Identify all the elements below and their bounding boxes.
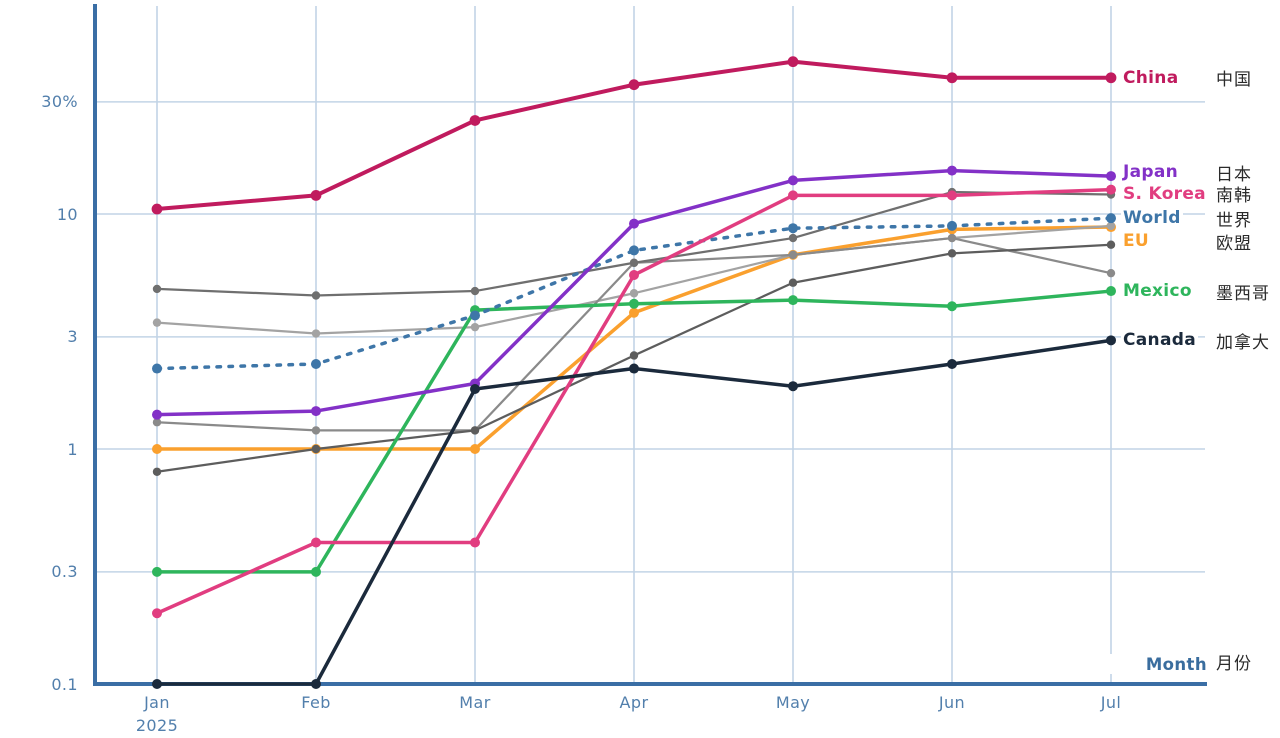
series-dot-china: [151, 203, 163, 215]
x-tick-label: Jul: [1100, 692, 1122, 712]
series-dot-gray-1: [470, 286, 480, 296]
series-dot-mexico: [788, 295, 798, 306]
series-dot-gray-1: [152, 284, 162, 294]
x-tick-label: Apr: [619, 692, 649, 712]
series-label-zh-world: 世界: [1216, 210, 1252, 231]
series-dot-canada: [311, 679, 321, 689]
series-dot-gray-3: [788, 250, 798, 260]
series-dot-gray-3: [1106, 268, 1116, 278]
x-axis-title-zh: 月份: [1216, 653, 1252, 674]
series-dot-canada: [152, 679, 162, 689]
series-dot-china: [469, 115, 481, 126]
series-dot-gray-3: [152, 418, 162, 427]
series-dot-china: [310, 189, 322, 201]
x-tick-label: Mar: [459, 692, 491, 712]
series-dot-gray-2: [311, 329, 321, 338]
series-dot-gray-3: [947, 233, 957, 243]
series-dot-canada: [788, 381, 798, 392]
y-tick-label: 1: [67, 439, 78, 459]
series-dot-gray-2: [152, 318, 162, 327]
series-label-mexico: Mexico: [1121, 281, 1194, 302]
series-dot-gray-2: [629, 289, 639, 298]
series-dot-gray-4: [1106, 240, 1116, 249]
series-label-zh-s-korea: 南韩: [1216, 186, 1252, 207]
series-dot-world: [1106, 213, 1116, 224]
series-dot-gray-4: [311, 444, 321, 454]
series-dot-gray-4: [470, 426, 480, 435]
series-dot-china: [946, 72, 958, 84]
series-dot-s-korea: [311, 537, 321, 548]
y-tick-label: 3: [67, 327, 78, 347]
y-tick-label: 30%: [41, 92, 78, 112]
series-dot-mexico: [1106, 286, 1116, 297]
series-dot-gray-1: [788, 233, 798, 243]
series-dot-japan: [629, 218, 639, 229]
series-dot-china: [787, 56, 799, 68]
y-tick-label: 0.3: [51, 562, 78, 582]
series-dot-gray-2: [1106, 221, 1116, 231]
series-label-world: World: [1121, 208, 1183, 229]
series-dot-mexico: [152, 566, 162, 577]
series-label-zh-japan: 日本: [1216, 164, 1252, 185]
series-dot-s-korea: [1106, 184, 1116, 195]
series-dot-s-korea: [947, 190, 957, 201]
series-dot-japan: [152, 409, 162, 420]
series-dot-eu: [470, 444, 480, 454]
series-label-zh-eu: 欧盟: [1216, 233, 1252, 254]
x-axis-title: Month: [1100, 654, 1209, 674]
series-label-canada: Canada: [1121, 330, 1198, 351]
series-dot-gray-2: [470, 322, 480, 332]
series-label-zh-canada: 加拿大: [1216, 332, 1270, 353]
series-label-china: China: [1121, 67, 1181, 88]
series-dot-world: [152, 363, 162, 374]
series-dot-japan: [1106, 171, 1116, 182]
series-dot-canada: [629, 363, 639, 374]
series-dot-gray-4: [947, 249, 957, 258]
series-dot-canada: [947, 358, 957, 369]
y-tick-label: 10: [56, 204, 78, 224]
series-dot-canada: [1106, 335, 1116, 346]
series-dot-world: [788, 223, 798, 234]
series-dot-mexico: [629, 298, 639, 309]
x-tick-label: Jan: [144, 692, 170, 712]
y-axis-line: [93, 4, 97, 686]
series-label-eu: EU: [1121, 231, 1152, 252]
series-dot-canada: [470, 384, 480, 395]
series-dot-china: [1105, 72, 1117, 84]
series-dot-world: [629, 245, 639, 256]
series-label-zh-mexico: 墨西哥: [1216, 283, 1270, 304]
series-dot-japan: [311, 406, 321, 417]
series-dot-japan: [788, 175, 798, 186]
series-dot-gray-1: [311, 291, 321, 300]
series-dot-s-korea: [629, 270, 639, 281]
series-dot-china: [628, 79, 640, 91]
x-axis-line: [93, 682, 1207, 686]
series-dot-eu: [629, 307, 639, 318]
year-label: 2025: [135, 715, 179, 735]
series-dot-world: [311, 358, 321, 369]
series-dot-mexico: [311, 566, 321, 577]
series-dot-s-korea: [470, 537, 480, 548]
series-dot-s-korea: [788, 190, 798, 201]
series-label-zh-china: 中国: [1216, 70, 1252, 91]
x-tick-label: May: [775, 692, 811, 712]
series-dot-world: [947, 220, 957, 231]
x-tick-label: Jun: [938, 692, 966, 712]
series-dot-japan: [947, 165, 957, 176]
series-dot-gray-4: [629, 351, 639, 360]
series-dot-gray-1: [629, 258, 639, 267]
series-dot-world: [470, 310, 480, 321]
series-dot-gray-4: [788, 278, 798, 287]
series-label-s-korea: S. Korea: [1121, 183, 1208, 204]
series-dot-gray-3: [311, 426, 321, 435]
series-dot-eu: [152, 444, 162, 454]
y-tick-label: 0.1: [51, 674, 78, 694]
series-label-japan: Japan: [1121, 162, 1181, 183]
x-tick-label: Feb: [301, 692, 331, 712]
series-dot-mexico: [947, 301, 957, 312]
series-dot-s-korea: [152, 608, 162, 619]
series-dot-gray-4: [152, 467, 162, 476]
